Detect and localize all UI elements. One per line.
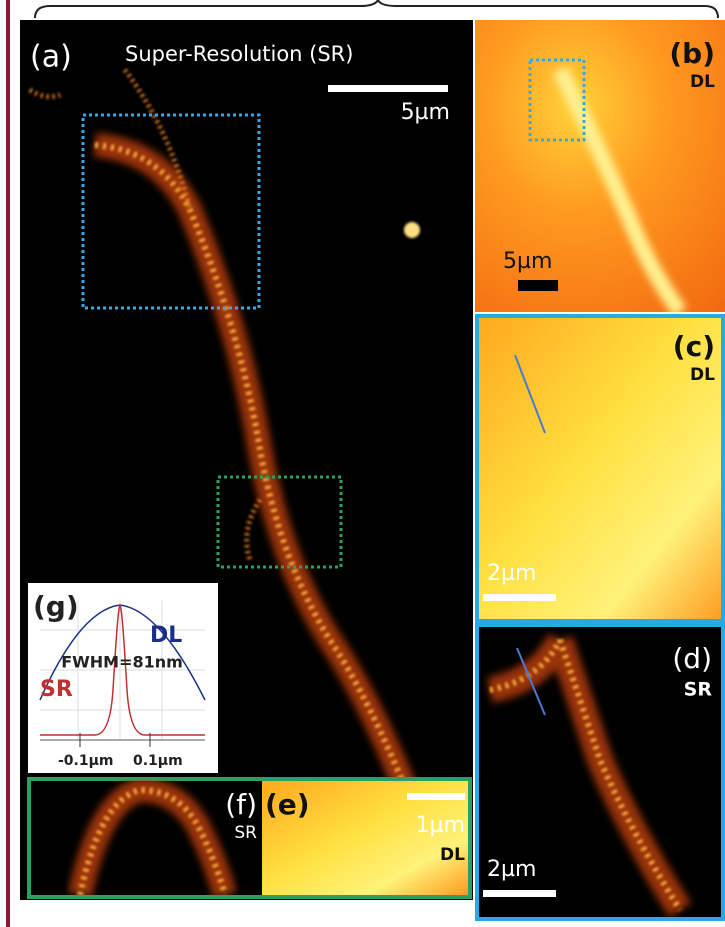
fwhm-label: FWHM=81nm xyxy=(61,653,183,672)
scale-bar xyxy=(483,594,556,601)
dl-label: DL xyxy=(150,623,182,648)
scale-bar xyxy=(483,890,556,897)
sr-label: SR xyxy=(40,677,73,702)
scale-label: 1µm xyxy=(416,813,465,838)
panel-label: (a) xyxy=(30,40,72,75)
figure: (a) Super-Resolution (SR) 5µm (b) DL 5µm… xyxy=(0,0,725,927)
panel-label: (c) xyxy=(673,330,715,363)
scale-bar xyxy=(328,85,448,92)
scale-label: 5µm xyxy=(401,100,450,125)
panel-mode: SR xyxy=(234,823,257,843)
panel-label: (e) xyxy=(265,788,310,821)
tick-label: -0.1µm xyxy=(58,753,114,769)
panel-label: (b) xyxy=(669,37,715,70)
brace xyxy=(35,0,718,18)
scale-bar xyxy=(518,280,558,291)
panel-title: Super-Resolution (SR) xyxy=(125,42,353,66)
panel-mode: DL xyxy=(690,365,715,385)
panel-label: (g) xyxy=(33,590,79,623)
panel-mode: DL xyxy=(690,72,715,92)
scale-label: 2µm xyxy=(487,561,536,586)
panel-label: (f) xyxy=(225,788,257,821)
tick-label: 0.1µm xyxy=(133,753,183,769)
scale-bar xyxy=(407,793,465,800)
scale-label: 2µm xyxy=(487,857,536,882)
panel-mode: DL xyxy=(440,845,465,865)
panel-label: (d) xyxy=(672,642,712,675)
scale-label: 5µm xyxy=(503,249,552,274)
panel-mode: SR xyxy=(684,679,713,701)
